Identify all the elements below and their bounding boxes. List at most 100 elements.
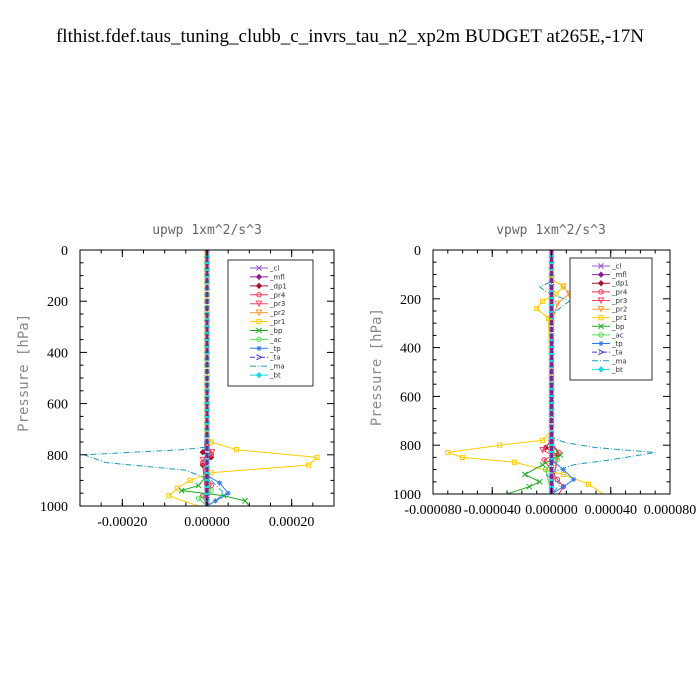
series-tp-point bbox=[212, 498, 219, 504]
legend-label-pr1: _pr1 bbox=[611, 314, 627, 322]
series-pr3-point bbox=[539, 446, 547, 454]
y-tick-label: 200 bbox=[47, 295, 68, 310]
legend-label-ac: _ac bbox=[611, 331, 624, 339]
legend-box bbox=[569, 257, 653, 381]
series-pr4-point bbox=[541, 457, 547, 463]
legend-label-ta: _ta bbox=[269, 354, 281, 362]
legend-label-dp1: _dp1 bbox=[611, 280, 629, 288]
series-pr1-point bbox=[540, 298, 546, 304]
legend-marker-ac bbox=[256, 336, 262, 343]
series-cl-point bbox=[548, 491, 555, 494]
legend-box bbox=[227, 259, 314, 387]
legend-label-cl: _cl bbox=[611, 263, 621, 271]
series-dp1-point bbox=[199, 449, 206, 456]
series-pr3-point bbox=[208, 449, 216, 456]
x-tick-label: -0.00020 bbox=[97, 515, 147, 530]
y-tick-label: 200 bbox=[400, 293, 421, 308]
y-axis-label: Pressure [hPa] bbox=[16, 314, 32, 432]
series-pr1-point bbox=[306, 462, 312, 468]
series-bp-point bbox=[526, 483, 533, 490]
legend: _cl_mfl_dp1_pr4_pr3_pr2_pr1_bp_ac_tp_ta_… bbox=[569, 257, 653, 381]
series-ma-line bbox=[538, 250, 656, 494]
panel-title: upwp 1xm^2/s^3 bbox=[152, 223, 262, 238]
legend-marker-dp1 bbox=[255, 282, 263, 290]
legend-marker-pr1 bbox=[598, 315, 604, 321]
legend-marker-tp bbox=[256, 345, 262, 351]
series-pr1-point bbox=[511, 459, 518, 465]
legend-label-pr4: _pr4 bbox=[269, 291, 286, 299]
series-pr1-point bbox=[234, 447, 240, 453]
legend-label-mfl: _mfl bbox=[269, 273, 285, 281]
legend-marker-bt bbox=[597, 366, 605, 373]
y-tick-label: 400 bbox=[47, 346, 68, 361]
legend-label-ma: _ma bbox=[611, 357, 627, 365]
legend-marker-tp bbox=[598, 340, 604, 347]
legend-label-ac: _ac bbox=[269, 336, 282, 344]
series-bp-point bbox=[536, 478, 543, 485]
legend-marker-pr3 bbox=[255, 300, 263, 308]
series-pr1-point bbox=[314, 454, 320, 460]
series-tp-point bbox=[217, 480, 223, 486]
series-pr1-line bbox=[447, 250, 604, 494]
series-tp-point bbox=[560, 467, 566, 473]
series-pr1-point bbox=[187, 477, 193, 483]
legend-marker-pr4 bbox=[256, 292, 262, 298]
legend-marker-ac bbox=[598, 332, 604, 338]
legend-marker-pr2 bbox=[255, 309, 263, 317]
series-bp-point bbox=[539, 461, 546, 468]
legend-label-bt: _bt bbox=[269, 372, 281, 380]
series-pr1-point bbox=[540, 437, 546, 443]
series-ac-point bbox=[554, 457, 561, 463]
legend-marker-pr4 bbox=[598, 289, 604, 295]
x-tick-label: 0.000080 bbox=[644, 503, 697, 518]
y-tick-label: 1000 bbox=[40, 500, 68, 515]
series-pr2-point bbox=[554, 300, 561, 308]
series-ac-point bbox=[542, 466, 549, 473]
series-pr1-point bbox=[460, 454, 466, 460]
series-tp-line bbox=[206, 250, 229, 506]
legend-label-pr4: _pr4 bbox=[611, 288, 628, 296]
series-pr3-point bbox=[199, 456, 207, 464]
panel-title: vpwp 1xm^2/s^3 bbox=[496, 223, 606, 238]
y-tick-label: 600 bbox=[47, 398, 68, 413]
legend-label-pr3: _pr3 bbox=[269, 300, 285, 308]
series-pr2-point bbox=[559, 283, 567, 291]
y-tick-label: 0 bbox=[61, 244, 68, 259]
legend: _cl_mfl_dp1_pr4_pr3_pr2_pr1_bp_ac_tp_ta_… bbox=[227, 259, 314, 387]
series-ma-line bbox=[84, 250, 225, 506]
x-tick-label: -0.000080 bbox=[404, 503, 461, 518]
legend-marker-cl bbox=[256, 265, 262, 271]
series-ac-point bbox=[208, 487, 214, 494]
series-pr1-point bbox=[560, 284, 566, 290]
x-tick-label: 0.000040 bbox=[585, 503, 638, 518]
series-pr4-point bbox=[554, 476, 561, 483]
series-bp-point bbox=[195, 482, 202, 489]
legend-label-tp: _tp bbox=[611, 340, 623, 348]
series-ac-point bbox=[195, 495, 202, 502]
legend-marker-dp1 bbox=[597, 280, 605, 287]
series-bp-point bbox=[521, 471, 528, 478]
y-tick-label: 600 bbox=[400, 390, 421, 405]
legend-marker-bp bbox=[598, 323, 604, 330]
legend-marker-pr2 bbox=[597, 305, 605, 313]
series-tp-point bbox=[225, 490, 231, 496]
series-group bbox=[84, 250, 320, 506]
legend-marker-cl bbox=[598, 263, 604, 269]
y-tick-label: 400 bbox=[400, 342, 421, 357]
series-group bbox=[445, 250, 656, 494]
legend-label-pr2: _pr2 bbox=[269, 309, 285, 317]
y-tick-label: 0 bbox=[414, 244, 421, 259]
legend-marker-pr1 bbox=[256, 318, 262, 325]
legend-label-pr2: _pr2 bbox=[611, 306, 627, 314]
legend-marker-mfl bbox=[597, 271, 605, 278]
legend-label-bt: _bt bbox=[611, 366, 623, 374]
vpwp-panel: vpwp 1xm^2/s^3 Pressure [hPa] 0 200 400 600 80… bbox=[369, 223, 696, 518]
legend-label-pr3: _pr3 bbox=[611, 297, 627, 305]
legend-label-ma: _ma bbox=[269, 363, 285, 371]
series-pr1-point bbox=[560, 471, 566, 478]
legend-marker-pr3 bbox=[597, 297, 605, 305]
legend-label-bp: _bp bbox=[611, 323, 625, 331]
legend-marker-ta bbox=[256, 354, 263, 361]
x-tick-label: -0.000040 bbox=[464, 503, 521, 518]
